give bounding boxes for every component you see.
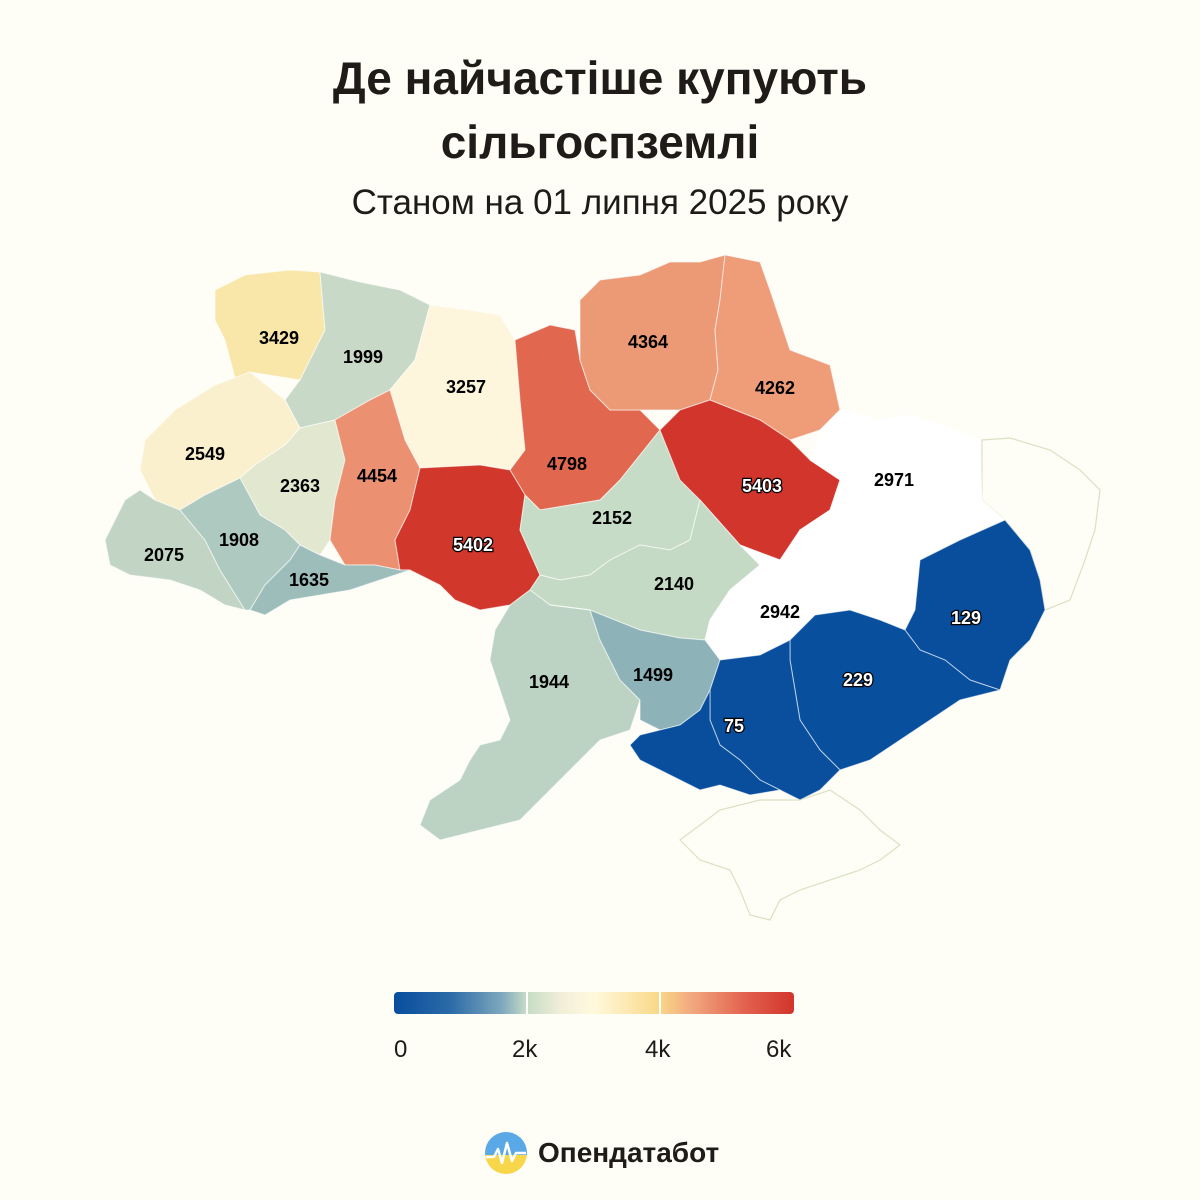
brand[interactable]: Опендатабот — [484, 1130, 719, 1176]
label-sumy: 4262 — [755, 378, 795, 398]
region-chernivtsi[interactable] — [249, 544, 411, 616]
label-khmelnytskyi: 4454 — [357, 466, 397, 486]
label-chernihiv: 4364 — [628, 332, 668, 352]
page-subtitle: Станом на 01 липня 2025 року — [351, 183, 849, 222]
label-odesa: 1944 — [529, 672, 569, 692]
region-kherson[interactable] — [629, 689, 782, 796]
label-zakarpattia: 2075 — [144, 545, 184, 565]
opendatabot-logo-icon — [485, 1132, 527, 1174]
color-scale-tick-2k — [526, 992, 528, 1014]
label-zhytomyr: 3257 — [446, 377, 486, 397]
region-sumy[interactable] — [709, 254, 841, 441]
label-vinnytsia: 5402 — [453, 535, 493, 555]
color-scale-bar — [394, 992, 794, 1014]
label-cherkasy: 2152 — [592, 508, 632, 528]
region-labels: 3429 1999 3257 4798 4364 4262 2549 2363 … — [144, 328, 982, 737]
label-poltava: 5403 — [742, 476, 782, 496]
label-chernivtsi: 1635 — [289, 570, 329, 590]
regions — [104, 254, 1046, 841]
label-kharkiv: 2971 — [874, 470, 914, 490]
label-dnipro: 2942 — [760, 602, 800, 622]
color-scale-tick-4k — [659, 992, 661, 1014]
label-rivne: 1999 — [343, 347, 383, 367]
label-kyiv: 4798 — [547, 454, 587, 474]
title-line-1: Де найчастіше купують — [332, 52, 868, 104]
crimea-outline — [679, 789, 901, 921]
region-vinnytsia[interactable] — [394, 464, 541, 611]
label-kherson: 75 — [724, 716, 744, 736]
legend-label-0: 0 — [394, 1036, 408, 1063]
brand-name: Опендатабот — [538, 1137, 720, 1168]
label-ternopil: 2363 — [280, 476, 320, 496]
legend-label-6k: 6k — [766, 1036, 792, 1063]
label-luhansk: 129 — [951, 608, 981, 628]
legend-label-2k: 2k — [512, 1036, 538, 1063]
label-lviv: 2549 — [185, 444, 225, 464]
label-ivano-frankivsk: 1908 — [219, 530, 259, 550]
title-line-2: сільгоспземлі — [440, 116, 760, 168]
label-mykolaiv: 1499 — [633, 665, 673, 685]
label-volyn: 3429 — [259, 328, 299, 348]
page-title: Де найчастіше купують сільгоспземлі — [0, 46, 1200, 174]
legend-label-4k: 4k — [645, 1036, 671, 1063]
label-kirovohrad: 2140 — [654, 574, 694, 594]
label-donetsk: 229 — [843, 670, 873, 690]
